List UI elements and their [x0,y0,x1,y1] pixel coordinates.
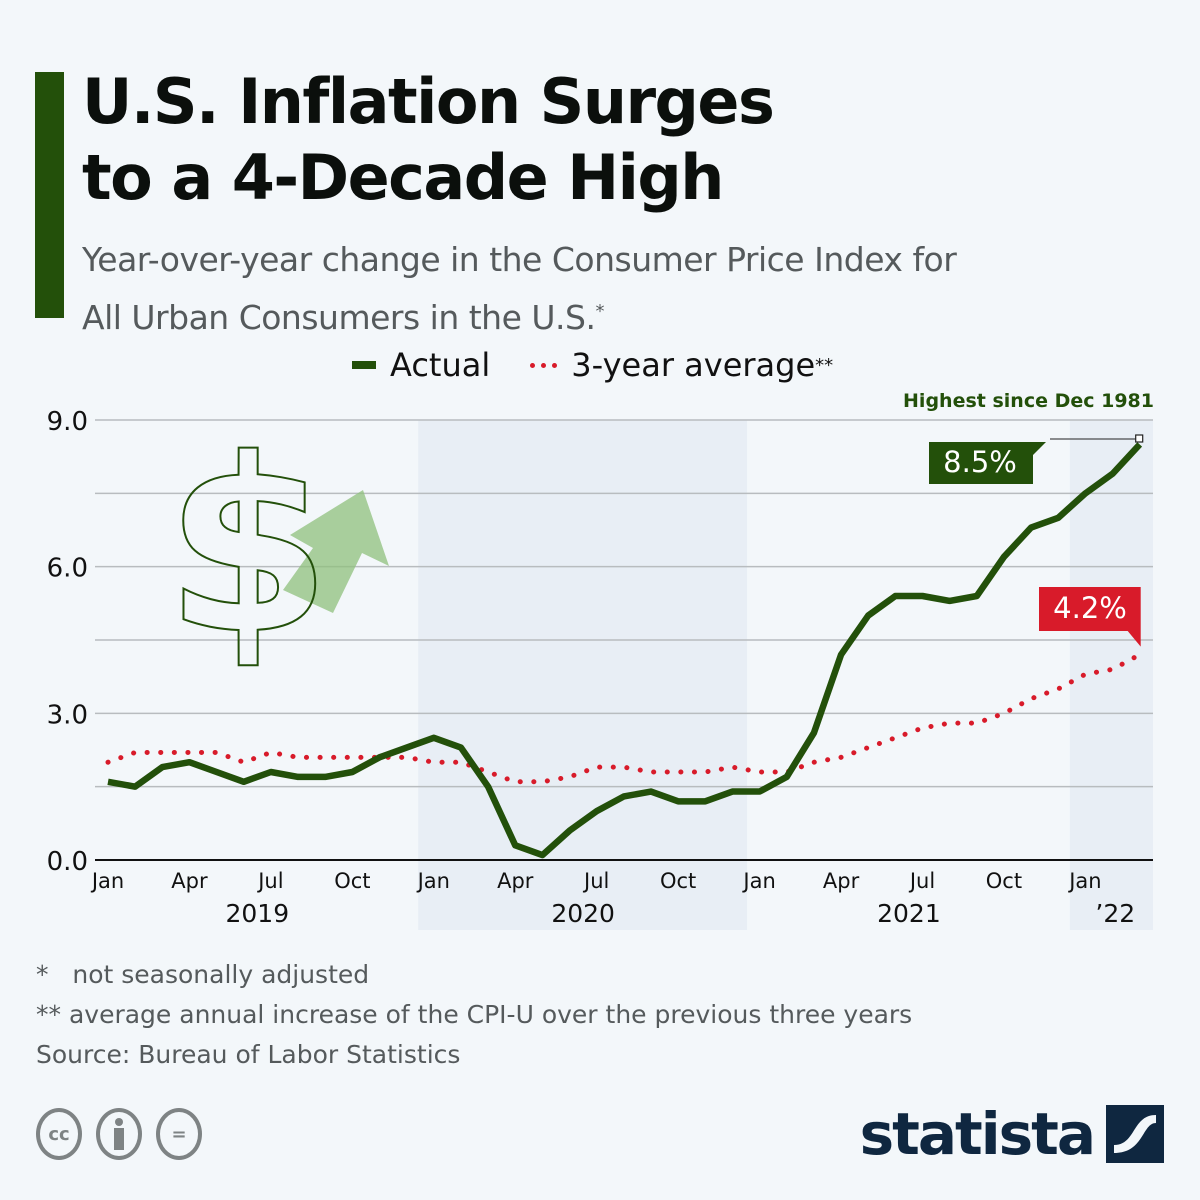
x-tick-label: Jul [256,869,283,893]
data-label-actual: 8.5% [943,445,1017,479]
footnotes: * not seasonally adjusted ** average ann… [36,955,912,1075]
legend-swatch-actual [352,361,376,369]
shaded-bands [418,420,1153,930]
statista-logo[interactable]: statista [860,1100,1164,1168]
series-line-actual [107,442,1143,859]
legend-average-mark: ** [815,354,834,376]
subtitle-line-2: All Urban Consumers in the U.S. [82,298,596,337]
shaded-band-0 [418,420,748,930]
dollar-illustration: $ [164,406,389,688]
arrow-up-icon [283,490,389,613]
brand-wordmark: statista [859,1100,1096,1168]
title-line-2: to a 4-Decade High [82,141,724,214]
statista-mark-icon [1106,1105,1164,1163]
year-label: 2019 [226,899,290,928]
title-line-1: U.S. Inflation Surges [82,65,775,138]
footnote-1-text: not seasonally adjusted [72,960,370,989]
y-axis-ticks: 0.0 3.0 6.0 9.0 [47,407,88,877]
data-labels: 8.5% 4.2% [929,434,1144,647]
chart-title: U.S. Inflation Surges to a 4-Decade High [82,64,775,216]
x-tick-label: Jul [908,869,935,893]
x-tick-label: Jan [416,869,450,893]
license-icons: cc = [36,1108,202,1160]
chart-subtitle: Year-over-year change in the Consumer Pr… [82,234,957,344]
x-tick-label: Jan [1067,869,1101,893]
person-icon [114,1118,124,1150]
cc-icon[interactable]: cc [36,1108,82,1160]
x-tick-label: Apr [171,869,208,893]
x-axis-ticks: Jan Apr Jul Oct Jan Apr Jul Oct Jan Apr Jul Oct Jan 2… [90,869,1135,928]
gridlines [95,419,1153,861]
x-tick-label: Oct [986,869,1022,893]
dollar-sign-icon: $ [165,407,332,687]
year-label: ’22 [1095,899,1135,928]
y-tick-label: 3.0 [47,700,88,730]
subtitle-line-1: Year-over-year change in the Consumer Pr… [82,240,957,279]
y-tick-label: 0.0 [47,847,88,877]
x-tick-label: Oct [334,869,370,893]
title-accent-bar [35,72,64,318]
series-line-3-year-average [105,652,1143,785]
footnote-2-mark: ** [36,1000,61,1029]
x-tick-label: Apr [823,869,860,893]
annotation-highest: Highest since Dec 1981 [903,390,1154,412]
x-tick-label: Jan [90,869,124,893]
annotation-marker [1135,434,1144,443]
footnote-1: * not seasonally adjusted [36,955,912,995]
x-tick-label: Apr [497,869,534,893]
footnote-1-mark: * [36,960,49,989]
attribution-icon[interactable] [96,1108,142,1160]
series-lines [105,442,1143,859]
x-tick-label: Jan [741,869,775,893]
footnote-2-text: average annual increase of the CPI-U ove… [68,1000,913,1029]
legend: Actual 3-year average ** [352,346,833,384]
x-tick-label: Jul [582,869,609,893]
x-tick-label: Oct [660,869,696,893]
source: Source: Bureau of Labor Statistics [36,1040,461,1069]
legend-label-actual: Actual [390,346,491,384]
y-tick-label: 6.0 [47,554,88,584]
no-derivatives-icon[interactable]: = [156,1108,202,1160]
data-label-box-actual [929,442,1046,484]
data-label-box-average [1039,587,1141,647]
legend-swatch-average [530,362,558,368]
legend-label-average: 3-year average [571,346,816,384]
footnote-2: ** average annual increase of the CPI-U … [36,995,912,1035]
year-label: 2020 [551,899,615,928]
subtitle-footnote-mark: * [595,301,604,322]
y-tick-label: 9.0 [47,407,88,437]
year-label: 2021 [877,899,941,928]
data-label-average: 4.2% [1053,591,1127,625]
